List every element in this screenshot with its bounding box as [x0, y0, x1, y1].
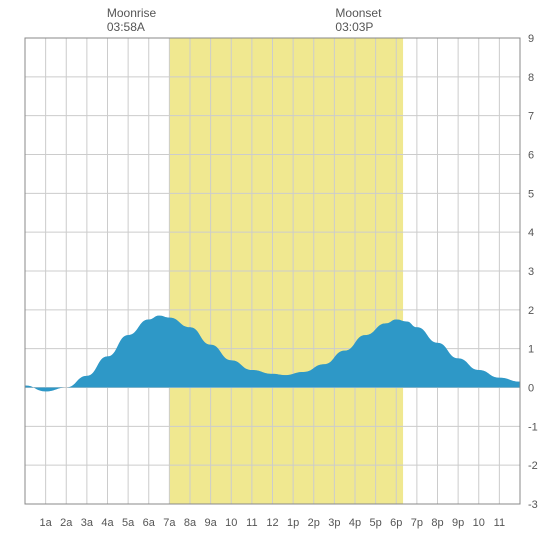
chart-svg: -3-2-101234567891a2a3a4a5a6a7a8a9a101112… — [0, 0, 550, 550]
y-tick: 6 — [528, 150, 534, 162]
y-tick: 1 — [528, 344, 534, 356]
x-tick: 10 — [473, 517, 485, 529]
y-tick: 9 — [528, 33, 534, 45]
x-tick: 1p — [287, 517, 299, 529]
x-tick: 5p — [370, 517, 382, 529]
y-tick: 3 — [528, 266, 534, 278]
x-tick: 4a — [101, 517, 114, 529]
x-tick: 5a — [122, 517, 135, 529]
y-tick: 4 — [528, 227, 534, 239]
y-tick: 8 — [528, 72, 534, 84]
y-tick: -3 — [528, 499, 538, 511]
x-tick: 9a — [205, 517, 218, 529]
x-tick: 2p — [308, 517, 320, 529]
x-tick: 2a — [60, 517, 73, 529]
x-tick: 11 — [494, 517, 505, 529]
x-tick: 10 — [225, 517, 237, 529]
y-tick: 0 — [528, 383, 534, 395]
x-tick: 12 — [266, 517, 278, 529]
moonrise-label: Moonrise 03:58A — [107, 6, 156, 35]
moonset-time: 03:03P — [335, 20, 381, 34]
x-tick: 4p — [349, 517, 361, 529]
x-tick: 8p — [431, 517, 443, 529]
x-tick: 7a — [163, 517, 176, 529]
x-tick: 1a — [40, 517, 53, 529]
x-tick: 3a — [81, 517, 94, 529]
x-tick: 8a — [184, 517, 197, 529]
y-tick: 5 — [528, 188, 534, 200]
x-tick: 9p — [452, 517, 464, 529]
moonset-label: Moonset 03:03P — [335, 6, 381, 35]
y-tick: -2 — [528, 460, 538, 472]
moonrise-time: 03:58A — [107, 20, 156, 34]
x-tick: 6p — [390, 517, 402, 529]
moonrise-title: Moonrise — [107, 6, 156, 20]
x-tick: 3p — [328, 517, 340, 529]
moonset-title: Moonset — [335, 6, 381, 20]
y-tick: 2 — [528, 305, 534, 317]
x-tick: 6a — [143, 517, 156, 529]
x-tick: 7p — [411, 517, 423, 529]
tide-moon-chart: Moonrise 03:58A Moonset 03:03P -3-2-1012… — [0, 0, 550, 550]
x-tick: 11 — [246, 517, 257, 529]
y-tick: 7 — [528, 111, 534, 123]
y-tick: -1 — [528, 421, 538, 433]
